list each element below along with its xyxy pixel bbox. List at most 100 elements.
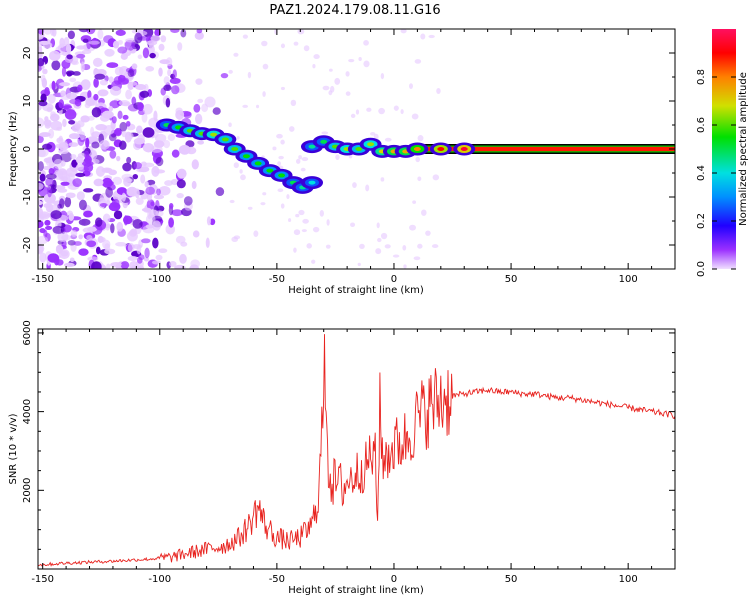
noise-speck bbox=[177, 42, 183, 51]
noise-speck bbox=[132, 174, 139, 180]
snr-marks bbox=[38, 334, 675, 567]
noise-speck bbox=[68, 212, 75, 221]
noise-speck bbox=[417, 135, 424, 142]
ridge-blob-core bbox=[278, 173, 286, 178]
noise-speck bbox=[298, 155, 302, 160]
noise-speck bbox=[69, 77, 77, 83]
noise-speck bbox=[165, 97, 171, 108]
noise-speck bbox=[154, 29, 161, 37]
noise-speck bbox=[137, 54, 143, 60]
noise-speck bbox=[124, 39, 135, 51]
noise-speck bbox=[190, 259, 201, 268]
noise-speck bbox=[176, 179, 186, 189]
noise-speck bbox=[113, 210, 123, 220]
noise-speck bbox=[432, 174, 440, 181]
noise-speck bbox=[43, 119, 52, 127]
noise-speck bbox=[191, 159, 199, 170]
noise-speck bbox=[127, 255, 138, 262]
noise-speck bbox=[180, 29, 187, 38]
noise-speck bbox=[121, 192, 126, 202]
noise-speck bbox=[260, 202, 266, 206]
noise-speck bbox=[121, 77, 130, 85]
ridge-blob-core bbox=[367, 142, 375, 147]
noise-speck bbox=[306, 243, 312, 249]
noise-speck bbox=[68, 133, 81, 140]
noise-speck bbox=[152, 237, 159, 249]
noise-speck bbox=[175, 235, 186, 244]
noise-speck bbox=[240, 174, 246, 181]
noise-speck bbox=[278, 155, 284, 160]
noise-speck bbox=[137, 265, 145, 269]
noise-speck bbox=[75, 156, 84, 164]
noise-speck bbox=[70, 153, 77, 160]
noise-speck bbox=[106, 263, 111, 269]
noise-speck bbox=[163, 76, 170, 85]
y-tick-label: 0 bbox=[22, 146, 33, 152]
noise-speck bbox=[256, 104, 260, 109]
noise-speck bbox=[97, 235, 104, 244]
noise-speck bbox=[60, 160, 66, 167]
noise-speck bbox=[44, 219, 51, 226]
noise-speck bbox=[78, 29, 90, 33]
noise-speck bbox=[68, 120, 76, 125]
noise-speck bbox=[151, 260, 161, 265]
noise-speck bbox=[76, 45, 87, 50]
noise-speck bbox=[75, 164, 85, 171]
noise-speck bbox=[82, 38, 89, 43]
snr-x-label: Height of straight line (km) bbox=[288, 585, 424, 596]
noise-speck bbox=[179, 253, 187, 264]
noise-speck bbox=[425, 230, 431, 236]
noise-speck bbox=[97, 29, 104, 40]
noise-speck bbox=[86, 234, 93, 240]
noise-speck bbox=[132, 218, 143, 229]
noise-speck bbox=[166, 57, 173, 67]
noise-speck bbox=[301, 229, 307, 233]
noise-speck bbox=[158, 248, 168, 254]
noise-speck bbox=[86, 240, 97, 248]
noise-speck bbox=[38, 135, 44, 144]
noise-speck bbox=[197, 140, 205, 145]
noise-speck bbox=[71, 159, 78, 168]
noise-speck bbox=[402, 245, 407, 251]
noise-speck bbox=[393, 105, 399, 111]
noise-speck bbox=[280, 203, 285, 209]
noise-speck bbox=[125, 89, 132, 100]
noise-speck bbox=[301, 157, 309, 162]
noise-speck bbox=[65, 92, 78, 100]
noise-speck bbox=[110, 223, 115, 234]
noise-speck bbox=[170, 29, 180, 34]
noise-speck bbox=[233, 162, 239, 169]
noise-speck bbox=[175, 109, 185, 120]
noise-speck bbox=[58, 249, 70, 260]
noise-speck bbox=[104, 168, 111, 173]
noise-speck bbox=[384, 244, 391, 249]
noise-speck bbox=[261, 40, 268, 47]
noise-speck bbox=[160, 35, 167, 43]
noise-speck bbox=[45, 225, 53, 230]
ridge-blob-core bbox=[266, 168, 274, 173]
y-tick-label: 2000 bbox=[22, 478, 33, 503]
noise-speck bbox=[125, 38, 137, 43]
noise-speck bbox=[415, 156, 421, 163]
noise-speck bbox=[169, 77, 181, 84]
noise-speck bbox=[163, 84, 172, 92]
noise-speck bbox=[247, 71, 252, 79]
noise-speck bbox=[127, 69, 135, 78]
noise-speck bbox=[143, 162, 155, 168]
noise-speck bbox=[352, 182, 357, 188]
noise-speck bbox=[193, 103, 201, 113]
noise-speck bbox=[91, 261, 102, 269]
noise-speck bbox=[58, 149, 69, 155]
noise-speck bbox=[126, 156, 132, 164]
noise-speck bbox=[45, 173, 57, 180]
noise-speck bbox=[195, 113, 203, 125]
noise-speck bbox=[215, 187, 225, 197]
noise-speck bbox=[65, 192, 76, 199]
noise-speck bbox=[121, 130, 127, 138]
noise-speck bbox=[359, 243, 365, 249]
noise-speck bbox=[288, 126, 295, 132]
noise-speck bbox=[85, 137, 90, 148]
noise-speck bbox=[311, 259, 316, 264]
noise-speck bbox=[45, 203, 54, 213]
